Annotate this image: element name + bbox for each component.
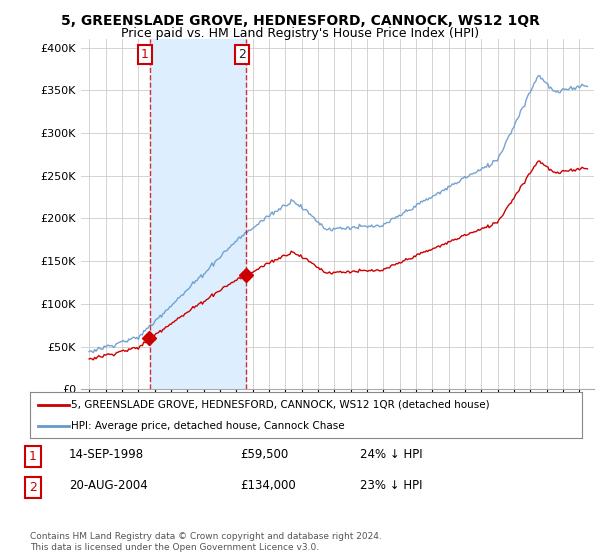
Text: £134,000: £134,000: [240, 479, 296, 492]
Text: 24% ↓ HPI: 24% ↓ HPI: [360, 448, 422, 461]
Bar: [150, 39, 247, 389]
Text: Price paid vs. HM Land Registry's House Price Index (HPI): Price paid vs. HM Land Registry's House …: [121, 27, 479, 40]
Text: 1: 1: [141, 48, 149, 61]
Text: £59,500: £59,500: [240, 448, 288, 461]
Text: 1: 1: [29, 450, 37, 463]
Text: HPI: Average price, detached house, Cannock Chase: HPI: Average price, detached house, Cann…: [71, 422, 345, 431]
Text: 23% ↓ HPI: 23% ↓ HPI: [360, 479, 422, 492]
Text: 20-AUG-2004: 20-AUG-2004: [69, 479, 148, 492]
Text: 2: 2: [238, 48, 245, 61]
Text: 2: 2: [29, 481, 37, 494]
Text: 5, GREENSLADE GROVE, HEDNESFORD, CANNOCK, WS12 1QR (detached house): 5, GREENSLADE GROVE, HEDNESFORD, CANNOCK…: [71, 400, 490, 410]
Text: 14-SEP-1998: 14-SEP-1998: [69, 448, 144, 461]
Text: Contains HM Land Registry data © Crown copyright and database right 2024.
This d: Contains HM Land Registry data © Crown c…: [30, 532, 382, 552]
Text: 5, GREENSLADE GROVE, HEDNESFORD, CANNOCK, WS12 1QR: 5, GREENSLADE GROVE, HEDNESFORD, CANNOCK…: [61, 14, 539, 28]
